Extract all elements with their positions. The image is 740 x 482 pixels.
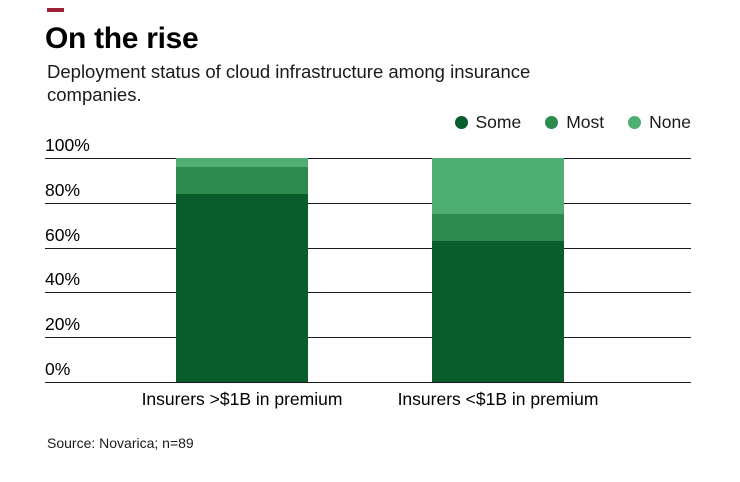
y-tick-label: 40% bbox=[45, 269, 81, 290]
bar-segment-none bbox=[176, 158, 308, 167]
y-tick-label: 100% bbox=[45, 135, 90, 155]
brand-accent bbox=[47, 8, 64, 12]
gridline bbox=[45, 382, 691, 383]
chart-subtitle: Deployment status of cloud infrastructur… bbox=[47, 61, 531, 105]
legend-item-most: Most bbox=[545, 112, 604, 133]
y-tick-label: 0% bbox=[45, 359, 71, 379]
stacked-bar bbox=[432, 158, 564, 382]
x-category-label: Insurers <$1B in premium bbox=[397, 389, 599, 409]
gridline bbox=[45, 292, 691, 294]
legend-dot-icon bbox=[628, 116, 642, 129]
y-tick-label: 20% bbox=[45, 314, 81, 335]
legend-item-none: None bbox=[628, 112, 691, 133]
stacked-bar bbox=[176, 158, 308, 382]
y-tick-label: 60% bbox=[45, 224, 81, 245]
bar-segment-none bbox=[432, 158, 564, 215]
legend: Some Most None bbox=[45, 112, 691, 133]
legend-item-some: Some bbox=[454, 112, 522, 133]
x-category-label: Insurers >$1B in premium bbox=[141, 389, 343, 409]
gridline bbox=[45, 202, 691, 204]
stacked-bar-chart: 0% 20% 40% 60% 80% 100% Insurers >$1B in premi… bbox=[45, 135, 691, 409]
gridline bbox=[45, 247, 691, 249]
chart-title: On the rise bbox=[45, 22, 199, 55]
y-tick-label: 80% bbox=[45, 179, 81, 200]
bar-segment-most bbox=[432, 214, 564, 241]
gridline bbox=[45, 158, 691, 159]
legend-dot-icon bbox=[545, 116, 559, 129]
gridline bbox=[45, 337, 691, 339]
bar-segment-most bbox=[176, 166, 308, 194]
bar-segment-some bbox=[432, 240, 564, 382]
legend-label: None bbox=[649, 112, 691, 132]
legend-label: Most bbox=[566, 112, 605, 132]
source-note: Source: Novarica; n=89 bbox=[47, 435, 194, 451]
legend-label: Some bbox=[475, 112, 522, 132]
legend-dot-icon bbox=[454, 116, 468, 129]
bar-segment-some bbox=[176, 193, 308, 382]
